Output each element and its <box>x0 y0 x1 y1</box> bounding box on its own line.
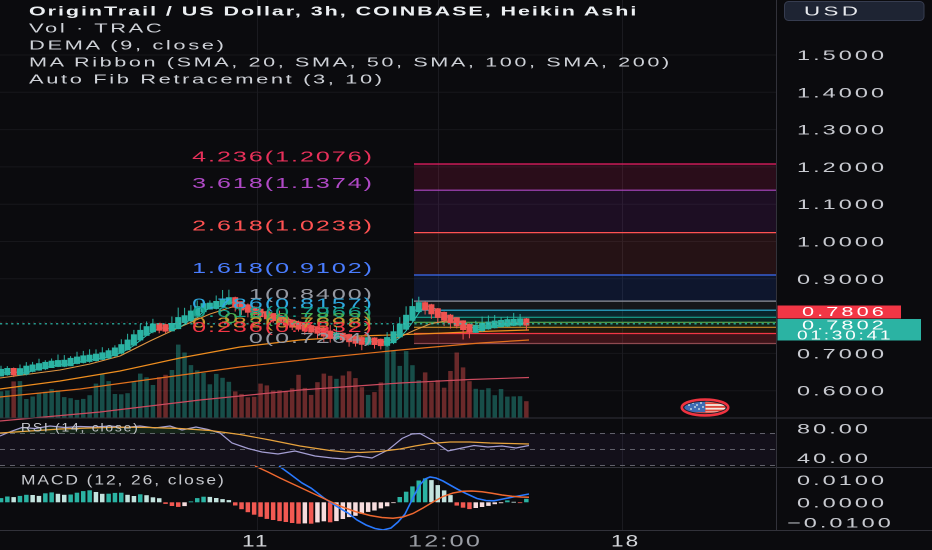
svg-text:0.0100: 0.0100 <box>797 474 887 489</box>
svg-text:RSI (14, close): RSI (14, close) <box>21 421 140 435</box>
svg-text:1.0000: 1.0000 <box>797 235 887 250</box>
svg-text:DEMA (9, close): DEMA (9, close) <box>29 38 226 52</box>
svg-text:1.1000: 1.1000 <box>797 198 887 213</box>
svg-text:40.00: 40.00 <box>797 452 871 467</box>
svg-text:0.618(0.7966): 0.618(0.7966) <box>192 304 374 321</box>
svg-text:−0.0100: −0.0100 <box>787 516 894 531</box>
svg-text:12:00: 12:00 <box>408 531 482 550</box>
svg-text:0(0.7264): 0(0.7264) <box>249 330 374 347</box>
svg-text:0.5(0.7832): 0.5(0.7832) <box>224 310 374 327</box>
svg-text:3.618(1.1374): 3.618(1.1374) <box>192 175 374 192</box>
svg-text:OriginTrail / US Dollar, 3h, C: OriginTrail / US Dollar, 3h, COINBASE, H… <box>29 4 638 19</box>
svg-text:0.9000: 0.9000 <box>797 272 887 287</box>
svg-text:0.6000: 0.6000 <box>797 384 887 399</box>
svg-text:MA Ribbon (SMA, 20, SMA, 50, S: MA Ribbon (SMA, 20, SMA, 50, SMA, 100, S… <box>29 55 672 69</box>
svg-text:0.236(0.7532): 0.236(0.7532) <box>192 319 374 336</box>
svg-text:0.7000: 0.7000 <box>797 347 887 362</box>
svg-text:4.236(1.2076): 4.236(1.2076) <box>192 148 374 165</box>
svg-text:Auto Fib Retracement (3, 10): Auto Fib Retracement (3, 10) <box>29 72 385 86</box>
svg-text:1.618(0.9102): 1.618(0.9102) <box>192 260 374 277</box>
svg-text:MACD (12, 26, close): MACD (12, 26, close) <box>21 473 226 488</box>
svg-text:1.3000: 1.3000 <box>797 123 887 138</box>
svg-text:USD: USD <box>804 4 861 18</box>
svg-text:0.382(0.7698): 0.382(0.7698) <box>192 314 374 331</box>
svg-text:0.7802: 0.7802 <box>802 318 887 332</box>
svg-text:Vol · TRAC: Vol · TRAC <box>29 21 164 35</box>
svg-text:0.786(0.8157): 0.786(0.8157) <box>192 295 374 312</box>
svg-text:1.5000: 1.5000 <box>797 49 887 64</box>
svg-text:1.2000: 1.2000 <box>797 160 887 175</box>
svg-text:1(0.8400): 1(0.8400) <box>249 286 374 303</box>
svg-text:2.618(1.0238): 2.618(1.0238) <box>192 217 374 234</box>
svg-text:11: 11 <box>242 532 269 550</box>
svg-text:1.4000: 1.4000 <box>797 86 887 101</box>
svg-text:0.0000: 0.0000 <box>797 496 887 511</box>
svg-text:80.00: 80.00 <box>797 422 871 437</box>
svg-text:01:30:41: 01:30:41 <box>797 329 893 343</box>
svg-text:18: 18 <box>611 532 640 550</box>
svg-text:0.7806: 0.7806 <box>802 305 887 319</box>
